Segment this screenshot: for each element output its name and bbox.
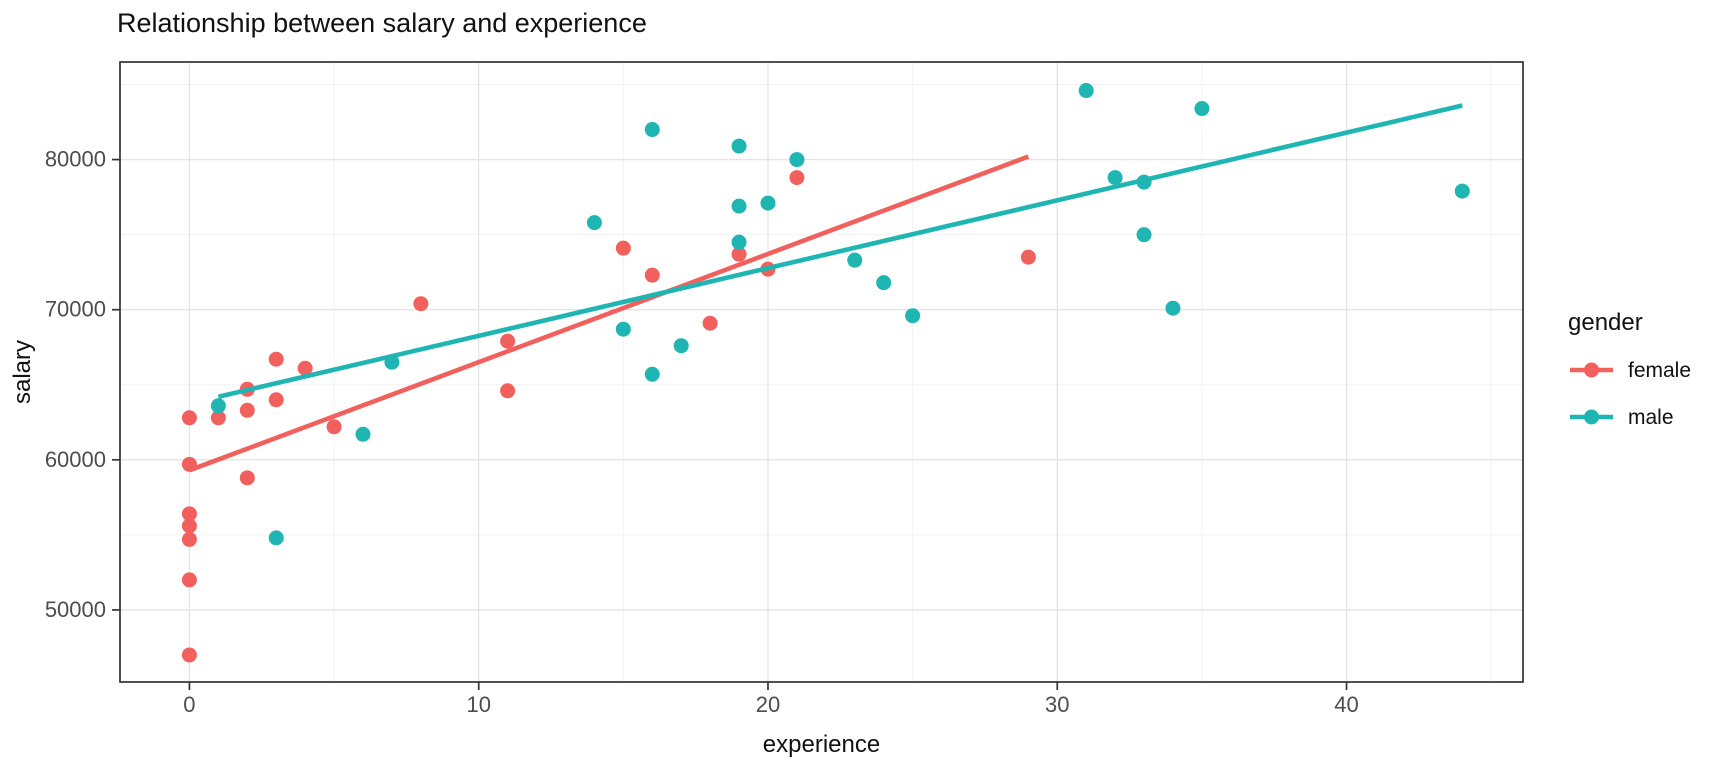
data-point-female xyxy=(702,315,718,331)
data-point-male xyxy=(760,195,776,211)
data-point-male xyxy=(905,308,921,324)
data-point-male xyxy=(210,398,226,414)
data-point-male xyxy=(1194,101,1210,117)
data-point-female xyxy=(789,170,805,186)
data-point-male xyxy=(1454,183,1470,199)
data-point-male xyxy=(1136,227,1152,243)
legend-label-female: female xyxy=(1628,359,1691,382)
x-tick-label: 10 xyxy=(466,692,490,717)
y-axis-label: salary xyxy=(9,340,36,404)
data-point-female xyxy=(181,506,197,522)
data-point-male xyxy=(355,426,371,442)
data-point-female xyxy=(500,383,516,399)
x-tick-label: 40 xyxy=(1334,692,1358,717)
axis-tick-marks xyxy=(112,158,1348,690)
data-point-female xyxy=(500,333,516,349)
data-point-female xyxy=(326,419,342,435)
data-point-female xyxy=(297,360,313,376)
y-tick-label: 50000 xyxy=(45,597,106,622)
data-point-female xyxy=(615,240,631,256)
data-point-female xyxy=(181,410,197,426)
gridlines-major xyxy=(120,62,1523,682)
data-point-female xyxy=(413,296,429,312)
data-point-male xyxy=(731,138,747,154)
y-tick-label: 70000 xyxy=(45,297,106,322)
data-point-female xyxy=(239,470,255,486)
chart-title: Relationship between salary and experien… xyxy=(117,8,647,38)
data-point-female xyxy=(210,410,226,426)
data-point-male xyxy=(731,234,747,250)
data-point-female xyxy=(181,518,197,534)
trend-line-male xyxy=(217,103,1463,400)
x-tick-label: 20 xyxy=(756,692,780,717)
data-point-male xyxy=(644,122,660,138)
scatter-points xyxy=(181,83,1470,663)
gridlines-minor xyxy=(120,62,1523,682)
legend: gender female male xyxy=(1568,309,1691,429)
legend-keys xyxy=(1570,362,1613,425)
legend-key-point-male xyxy=(1584,409,1599,425)
data-point-male xyxy=(847,252,863,268)
y-tick-labels: 50000 60000 70000 80000 xyxy=(45,147,106,622)
data-point-male xyxy=(615,321,631,337)
x-tick-labels: 0 10 20 30 40 xyxy=(183,692,1358,717)
y-tick-label: 80000 xyxy=(45,147,106,172)
x-tick-label: 0 xyxy=(183,692,195,717)
panel-border xyxy=(119,61,1524,683)
data-point-female xyxy=(268,392,284,408)
legend-title: gender xyxy=(1568,309,1643,336)
trend-line-female xyxy=(188,154,1030,473)
data-point-female xyxy=(268,351,284,367)
data-point-male xyxy=(1107,170,1123,186)
data-point-female xyxy=(239,402,255,418)
data-point-male xyxy=(673,338,689,354)
y-tick-label: 60000 xyxy=(45,447,106,472)
data-point-female xyxy=(181,647,197,663)
data-point-female xyxy=(731,246,747,262)
data-point-female xyxy=(644,267,660,283)
data-point-male xyxy=(268,530,284,546)
x-tick-label: 30 xyxy=(1045,692,1069,717)
legend-key-point-female xyxy=(1584,362,1599,378)
data-point-female xyxy=(181,572,197,588)
data-point-male xyxy=(789,152,805,168)
legend-label-male: male xyxy=(1628,406,1674,429)
data-point-male xyxy=(876,275,892,291)
trend-lines xyxy=(188,103,1463,473)
data-point-male xyxy=(644,366,660,382)
data-point-male xyxy=(1165,300,1181,316)
data-point-male xyxy=(586,215,602,231)
data-point-female xyxy=(1020,249,1036,265)
data-point-male xyxy=(1078,83,1094,99)
x-axis-label: experience xyxy=(763,731,880,758)
data-point-male xyxy=(731,198,747,214)
data-point-female xyxy=(181,531,197,547)
